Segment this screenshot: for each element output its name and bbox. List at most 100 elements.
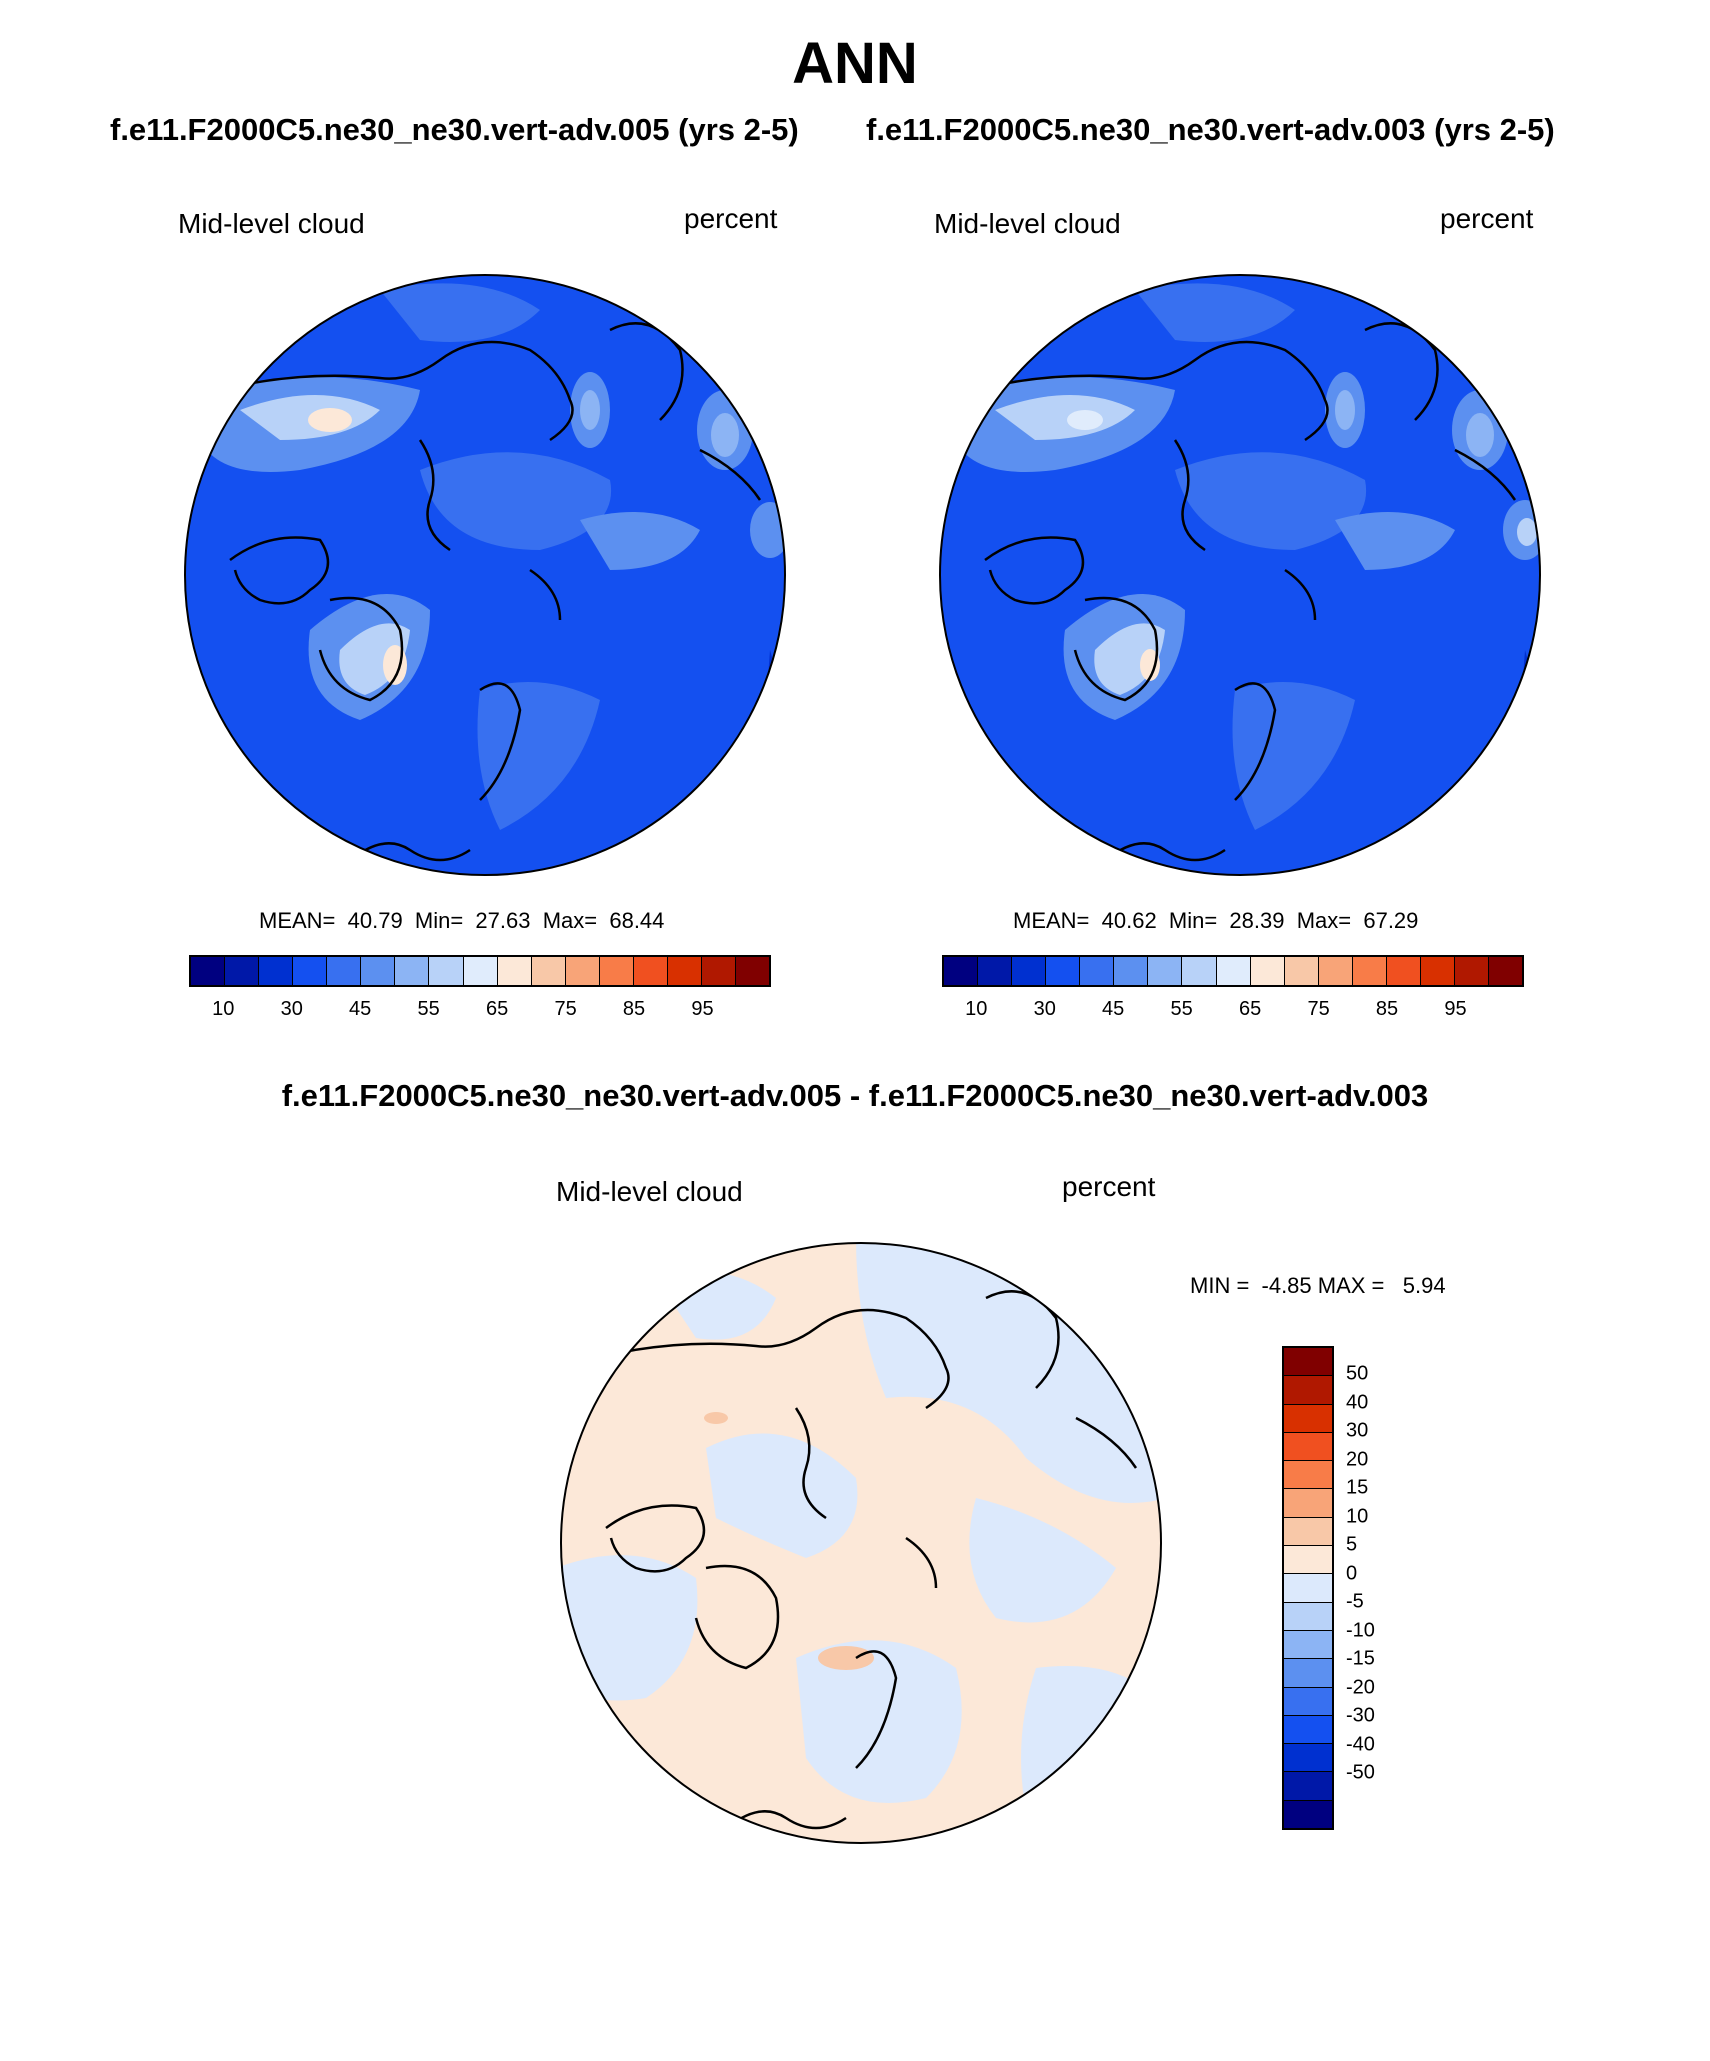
polar-map-left (184, 274, 786, 876)
colorbar-swatch (1284, 1658, 1332, 1687)
main-title: ANN (792, 31, 918, 96)
colorbar-swatch (191, 957, 226, 985)
colorbar-swatch (1284, 1488, 1332, 1517)
colorbar-swatch (599, 957, 634, 985)
colorbar-swatch (463, 957, 498, 985)
colorbar-tick-label: 15 (1346, 1476, 1369, 1499)
colorbar-swatch (1284, 1573, 1332, 1602)
colorbar-swatch (1284, 1601, 1332, 1630)
colorbar-tick-label: 30 (1346, 1419, 1369, 1442)
colorbar-tick-label: 30 (1033, 998, 1056, 1020)
colorbar-swatch (361, 957, 396, 985)
colorbar-swatch (1284, 1743, 1332, 1772)
colorbar-left-labels: 10 30 45 55 65 75 85 95 (189, 998, 771, 1024)
colorbar-tick-label: 95 (1444, 998, 1467, 1020)
colorbar-swatch (497, 957, 532, 985)
case-title-right: f.e11.F2000C5.ne30_ne30.vert-adv.003 (yr… (866, 112, 1555, 147)
colorbar-tick-label: 50 (1346, 1362, 1369, 1385)
colorbar-swatch (1284, 1799, 1332, 1828)
colorbar-swatch (1080, 957, 1115, 985)
colorbar-swatch (225, 957, 260, 985)
panel-right-variable: Mid-level cloud (934, 208, 1121, 239)
colorbar-tick-label: -10 (1346, 1619, 1375, 1642)
colorbar-difference (1282, 1346, 1334, 1830)
colorbar-swatch (1284, 1347, 1332, 1376)
colorbar-tick-label: 40 (1346, 1391, 1369, 1414)
polar-map-difference (560, 1242, 1162, 1844)
colorbar-tick-label: 45 (1102, 998, 1125, 1020)
colorbar-right (942, 955, 1524, 987)
colorbar-swatch (1420, 957, 1455, 985)
panel-left-stats: MEAN= 40.79 Min= 27.63 Max= 68.44 (259, 908, 665, 933)
diff-variable: Mid-level cloud (556, 1176, 743, 1207)
colorbar-tick-label: -20 (1346, 1676, 1375, 1699)
colorbar-tick-label: 55 (1170, 998, 1193, 1020)
colorbar-swatch (1489, 957, 1523, 985)
colorbar-swatch (1114, 957, 1149, 985)
colorbar-swatch (1148, 957, 1183, 985)
colorbar-swatch (1284, 1516, 1332, 1546)
colorbar-swatch (1012, 957, 1047, 985)
panel-right-stats: MEAN= 40.62 Min= 28.39 Max= 67.29 (1013, 908, 1419, 933)
colorbar-tick-label: 65 (485, 998, 509, 1020)
colorbar-difference-labels: 50 40 30 20 15 10 5 0 -5 -10 -15 -20 -30 -40 -50 (1346, 1346, 1426, 1830)
colorbar-swatch (1454, 957, 1489, 985)
colorbar-swatch (667, 957, 702, 985)
colorbar-tick-label: 0 (1346, 1562, 1358, 1585)
colorbar-left (189, 955, 771, 987)
diff-title: f.e11.F2000C5.ne30_ne30.vert-adv.005 - f… (281, 1078, 1429, 1113)
colorbar-tick-label: 5 (1346, 1533, 1358, 1556)
colorbar-swatch (1386, 957, 1421, 985)
colorbar-right-labels: 10 30 45 55 65 75 85 95 (942, 998, 1524, 1024)
panel-left-units: percent (684, 203, 778, 234)
colorbar-swatch (1284, 957, 1319, 985)
colorbar-swatch (395, 957, 430, 985)
colorbar-swatch (1284, 1403, 1332, 1432)
colorbar-swatch (1284, 1714, 1332, 1744)
colorbar-tick-label: 85 (622, 998, 646, 1020)
colorbar-swatch (259, 957, 294, 985)
diff-units: percent (1062, 1171, 1156, 1202)
colorbar-tick-label: 20 (1346, 1448, 1369, 1471)
colorbar-swatch (293, 957, 328, 985)
colorbar-swatch (1284, 1375, 1332, 1404)
colorbar-swatch (1284, 1686, 1332, 1715)
colorbar-tick-label: 10 (1346, 1505, 1369, 1528)
colorbar-tick-label: 95 (691, 998, 714, 1020)
colorbar-swatch (1182, 957, 1217, 985)
colorbar-swatch (1284, 1431, 1332, 1461)
colorbar-tick-label: -15 (1346, 1647, 1375, 1670)
colorbar-tick-label: 30 (280, 998, 303, 1020)
colorbar-swatch (1046, 957, 1081, 985)
colorbar-swatch (1250, 957, 1285, 985)
colorbar-swatch (978, 957, 1013, 985)
colorbar-tick-label: -50 (1346, 1761, 1375, 1784)
colorbar-tick-label: 75 (1307, 998, 1330, 1020)
colorbar-swatch (1352, 957, 1387, 985)
colorbar-tick-label: 55 (417, 998, 440, 1020)
colorbar-tick-label: 65 (1238, 998, 1262, 1020)
colorbar-swatch (1284, 1629, 1332, 1659)
colorbar-swatch (701, 957, 736, 985)
colorbar-tick-label: 45 (349, 998, 372, 1020)
colorbar-swatch (633, 957, 668, 985)
case-title-left: f.e11.F2000C5.ne30_ne30.vert-adv.005 (yr… (110, 112, 799, 147)
colorbar-swatch (429, 957, 464, 985)
colorbar-swatch (327, 957, 362, 985)
colorbar-swatch (944, 957, 979, 985)
polar-map-right (939, 274, 1541, 876)
panel-left-variable: Mid-level cloud (178, 208, 365, 239)
colorbar-swatch (1284, 1545, 1332, 1574)
colorbar-swatch (1284, 1460, 1332, 1489)
colorbar-tick-label: -5 (1346, 1590, 1364, 1613)
panel-right-units: percent (1440, 203, 1534, 234)
colorbar-tick-label: 10 (212, 998, 235, 1020)
colorbar-tick-label: -40 (1346, 1733, 1375, 1756)
colorbar-tick-label: -30 (1346, 1704, 1375, 1727)
colorbar-tick-label: 75 (554, 998, 577, 1020)
diff-stats: MIN = -4.85 MAX = 5.94 (1190, 1273, 1446, 1298)
colorbar-swatch (1284, 1771, 1332, 1800)
colorbar-tick-label: 10 (965, 998, 988, 1020)
colorbar-swatch (565, 957, 600, 985)
colorbar-swatch (1216, 957, 1251, 985)
